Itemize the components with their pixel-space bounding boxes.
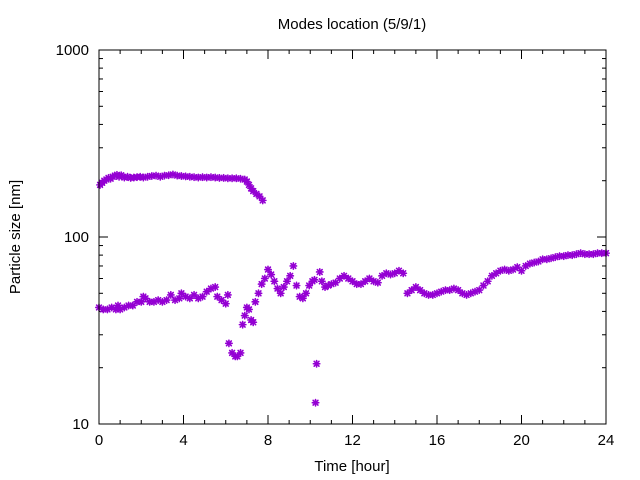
- data-point: [317, 277, 326, 286]
- data-point: [221, 299, 230, 308]
- data-point: [331, 278, 340, 287]
- data-point: [365, 274, 374, 283]
- data-point: [479, 281, 488, 290]
- data-point: [283, 277, 292, 286]
- data-point: [416, 286, 425, 295]
- data-point: [302, 289, 311, 298]
- data-point: [198, 292, 207, 301]
- data-point: [428, 290, 437, 299]
- tick-labels: 0 4 8 12 16 20 24 10 100 1000: [56, 42, 615, 449]
- data-point: [310, 275, 319, 284]
- data-point: [373, 278, 382, 287]
- data-point: [289, 261, 298, 270]
- data-point: [276, 289, 285, 298]
- data-point: [399, 269, 408, 278]
- data-point: [257, 280, 266, 289]
- data-point: [312, 359, 321, 368]
- data-point: [348, 277, 357, 286]
- data-point: [128, 301, 137, 310]
- data-point: [361, 277, 370, 286]
- x-tick-label: 24: [598, 432, 615, 449]
- x-tick-label: 16: [429, 432, 446, 449]
- data-point: [240, 311, 249, 320]
- data-point: [254, 289, 263, 298]
- x-tick-label: 4: [179, 432, 187, 449]
- x-axis-label: Time [hour]: [314, 458, 389, 475]
- data-point: [166, 290, 175, 299]
- data-point: [238, 320, 247, 329]
- data-point: [249, 318, 258, 327]
- data-point: [223, 290, 232, 299]
- x-tick-label: 12: [344, 432, 361, 449]
- plot-frame: [98, 49, 607, 425]
- y-axis-label: Particle size [nm]: [7, 180, 24, 294]
- data-point: [286, 271, 295, 280]
- data-point: [403, 289, 412, 298]
- data-point: [162, 296, 171, 305]
- data-point: [483, 277, 492, 286]
- data-point: [211, 283, 220, 292]
- data-point: [236, 348, 245, 357]
- data-point: [394, 266, 403, 275]
- axis-ticks: [98, 49, 607, 425]
- chart-title: Modes location (5/9/1): [278, 16, 426, 33]
- data-point: [298, 294, 307, 303]
- data-point: [173, 171, 182, 180]
- x-tick-label: 20: [513, 432, 530, 449]
- data-point: [258, 196, 267, 205]
- data-point: [263, 265, 273, 274]
- data-point: [292, 281, 301, 290]
- data-point: [270, 277, 279, 286]
- data-point: [311, 398, 320, 407]
- data-point: [305, 281, 314, 290]
- data-points: [95, 170, 611, 407]
- data-point: [411, 283, 420, 292]
- data-point: [267, 270, 276, 279]
- x-tick-label: 8: [264, 432, 272, 449]
- data-point: [260, 274, 269, 283]
- data-point: [251, 297, 260, 306]
- data-point: [279, 283, 288, 292]
- y-tick-label: 1000: [56, 42, 89, 59]
- y-tick-label: 100: [64, 229, 89, 246]
- y-tick-label: 10: [72, 416, 89, 433]
- data-point: [517, 266, 526, 275]
- x-tick-label: 0: [95, 432, 103, 449]
- data-point: [244, 305, 253, 314]
- data-point: [224, 339, 233, 348]
- data-point: [315, 267, 324, 276]
